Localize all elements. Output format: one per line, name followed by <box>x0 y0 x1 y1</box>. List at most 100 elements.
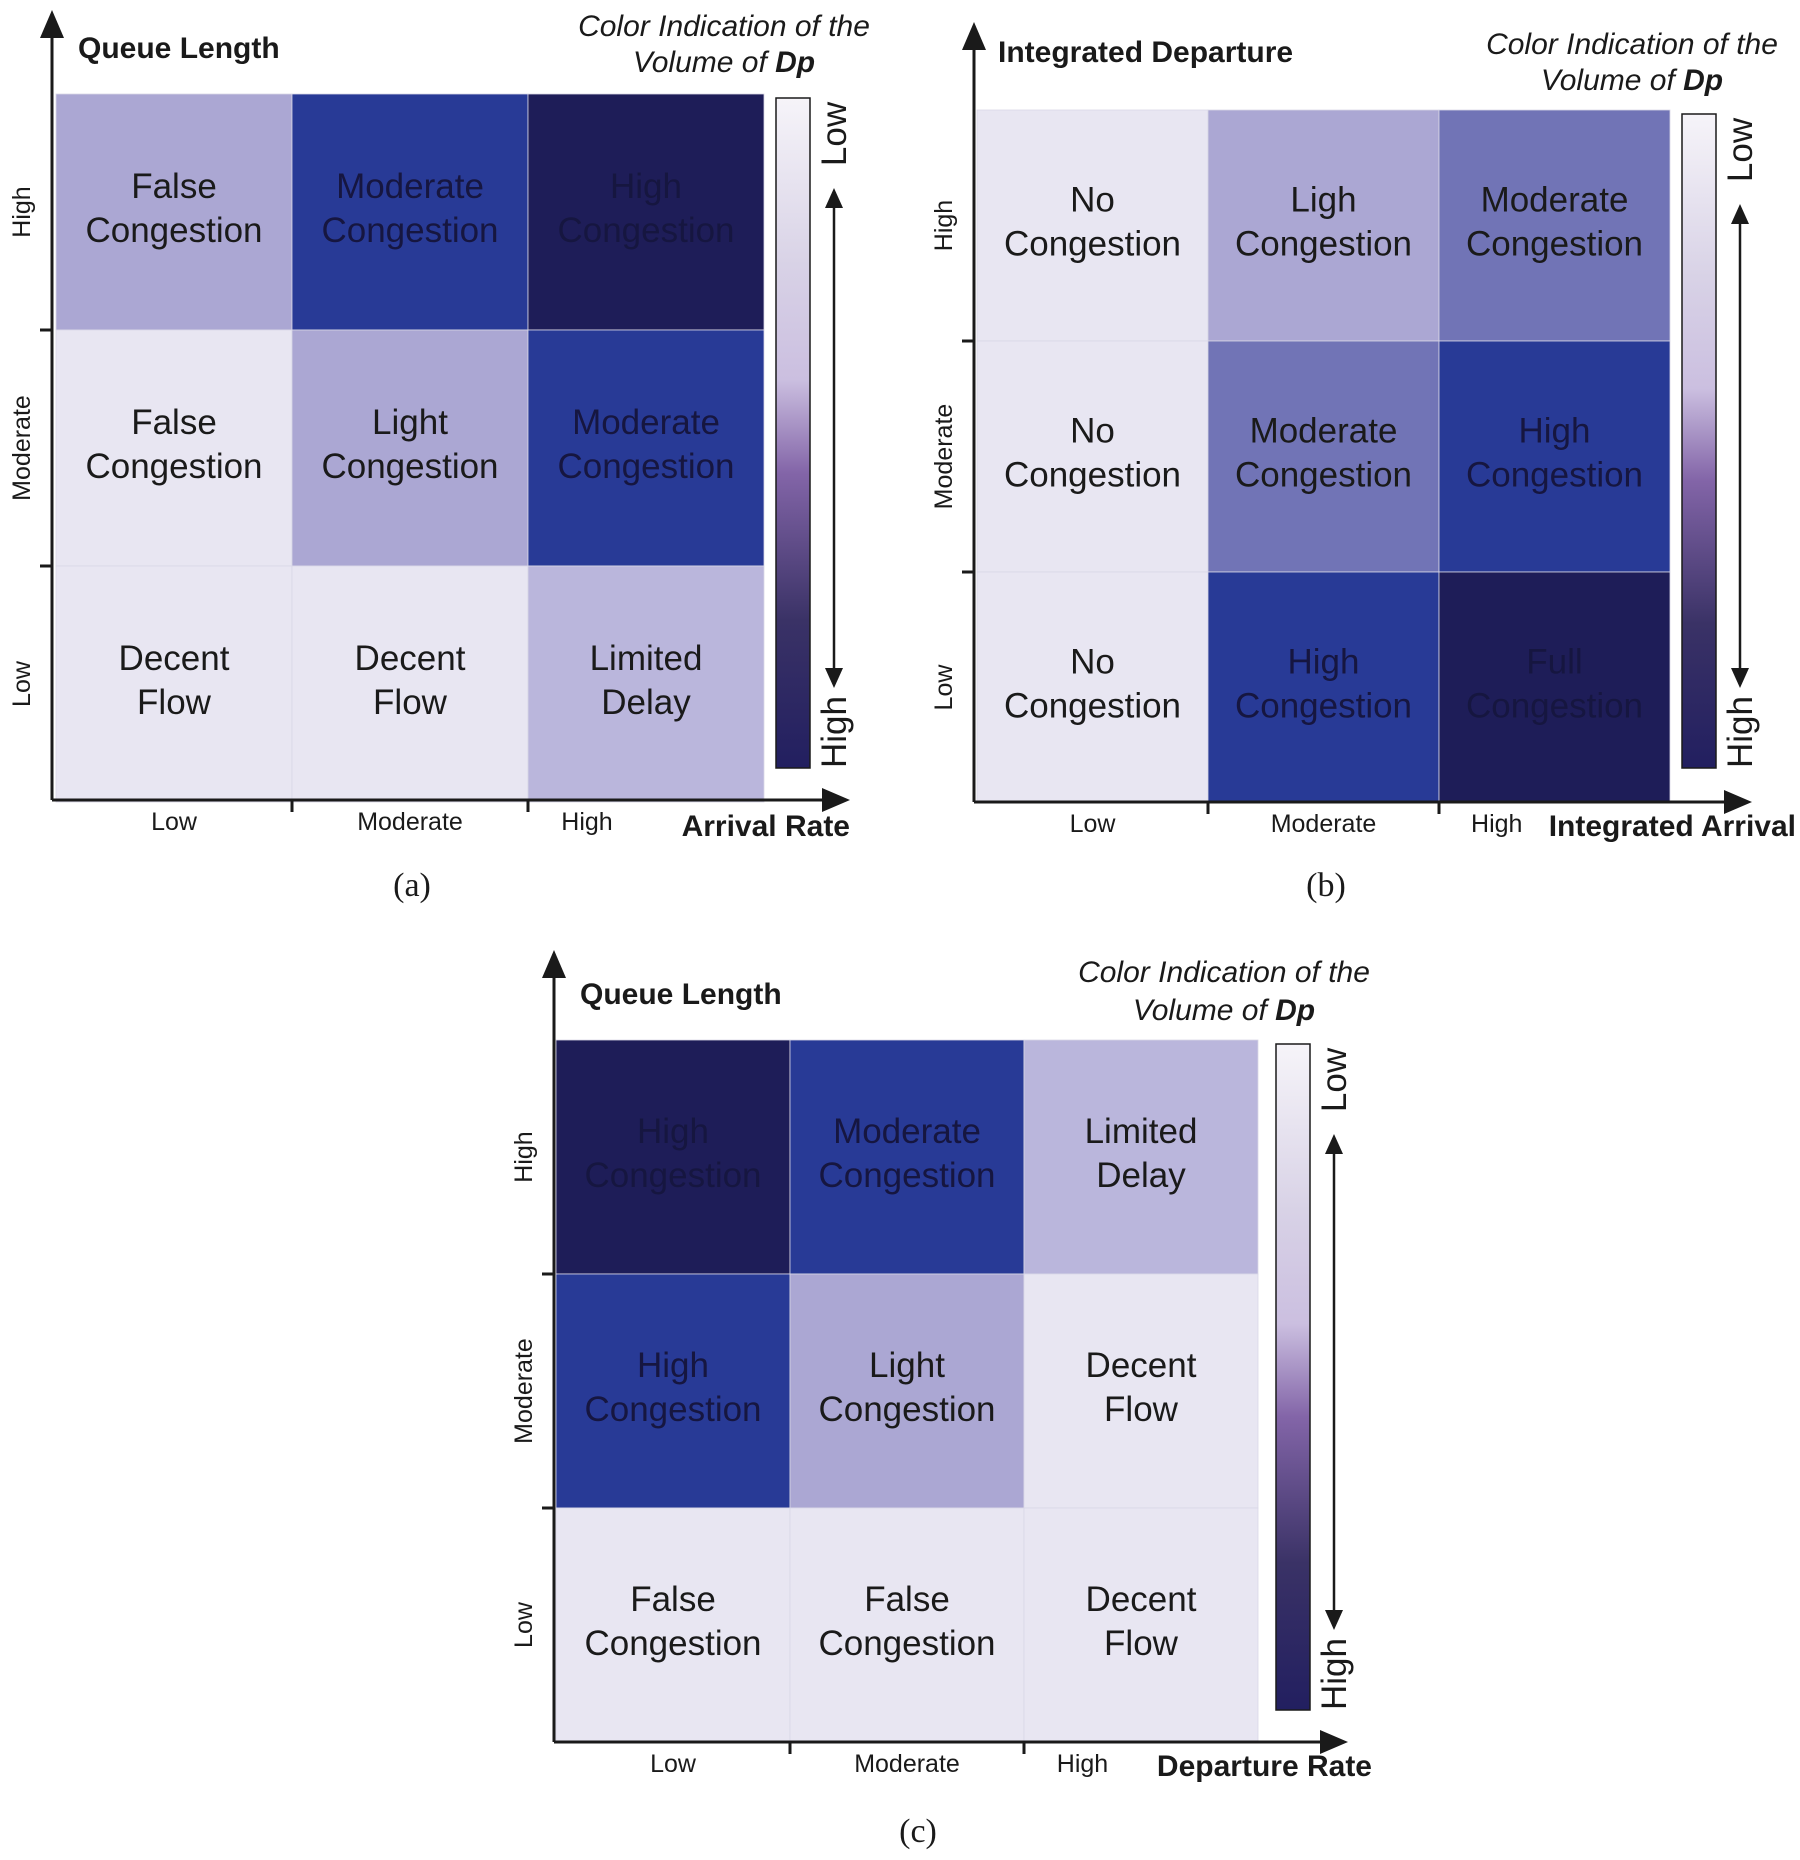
matrix-cell-label: Congestion <box>85 211 262 250</box>
matrix-cell: Moderate Congestion <box>527 329 765 567</box>
y-tick-label: Moderate <box>8 395 36 501</box>
legend-title-prefix: Volume of <box>633 46 775 79</box>
matrix-cell: High Congestion <box>555 1039 791 1275</box>
matrix-cell-label: Congestion <box>818 1624 995 1663</box>
matrix-cell-label: Decent <box>355 639 466 678</box>
legend-title-emph: Dp <box>775 46 815 79</box>
legend-gradient-bar <box>775 97 811 769</box>
matrix-cell-label: False <box>131 403 217 442</box>
matrix-cell-fill <box>1207 340 1440 573</box>
matrix-cell-label: Decent <box>1086 1580 1197 1619</box>
legend-title-line1: Color Indication of the <box>1078 956 1370 989</box>
legend-arrow-down-icon <box>1325 1610 1343 1630</box>
y-tick-label: Low <box>8 660 36 707</box>
matrix-cell-label: Moderate <box>572 403 720 442</box>
matrix-cell-fill <box>976 109 1209 342</box>
y-tick-label: Moderate <box>510 1338 538 1444</box>
matrix-cell-fill <box>555 1273 791 1509</box>
matrix-cell-label: Delay <box>601 683 691 722</box>
x-tick-label: Low <box>650 1750 697 1778</box>
matrix-cell-label: Congestion <box>321 211 498 250</box>
legend-arrow-up-icon <box>1731 204 1749 224</box>
x-tick-label: Moderate <box>357 808 463 836</box>
legend-arrow-down-icon <box>1731 668 1749 688</box>
matrix-cell-label: Moderate <box>1250 412 1398 451</box>
matrix-cell: Limited Delay <box>1023 1039 1259 1275</box>
legend-high-label: High <box>815 696 854 768</box>
y-tick-label: Low <box>930 664 958 711</box>
matrix-cell-fill <box>789 1273 1025 1509</box>
legend-gradient-bar <box>1681 113 1717 769</box>
panel-c: High Congestion Moderate Congestion Limited D… <box>510 950 1372 1850</box>
panel-b: No Congestion Ligh Congestion Moderate Conges… <box>930 22 1796 904</box>
matrix-cell: Moderate Congestion <box>1207 340 1440 573</box>
matrix-cell-fill <box>55 329 293 567</box>
matrix-cell-label: Congestion <box>321 447 498 486</box>
matrix-cell-label: Congestion <box>1466 456 1643 495</box>
matrix-cell-label: False <box>630 1580 716 1619</box>
x-tick-label: High <box>1057 1750 1108 1778</box>
matrix-cell-label: Congestion <box>557 211 734 250</box>
matrix-cell: Moderate Congestion <box>291 93 529 331</box>
legend-arrow-up-icon <box>825 188 843 208</box>
matrix-cell-fill <box>1438 340 1671 573</box>
matrix-cell: Moderate Congestion <box>789 1039 1025 1275</box>
matrix-cell-label: No <box>1070 412 1115 451</box>
matrix-cell: Decent Flow <box>291 565 529 803</box>
y-tick-label: Low <box>510 1601 538 1648</box>
matrix-cell-label: Congestion <box>1466 225 1643 264</box>
matrix-cell-fill <box>1207 571 1440 804</box>
matrix-cell: Limited Delay <box>527 565 765 803</box>
matrix-cell-label: Moderate <box>336 167 484 206</box>
legend-title-prefix: Volume of <box>1133 994 1275 1027</box>
legend-title-emph: Dp <box>1683 64 1723 97</box>
matrix-cell-label: Flow <box>1104 1390 1179 1429</box>
legend-low-label: Low <box>1315 1047 1354 1112</box>
matrix-cell-fill <box>555 1039 791 1275</box>
matrix-cell-label: Limited <box>1085 1112 1198 1151</box>
matrix-cell-label: High <box>1519 412 1591 451</box>
matrix-cell: High Congestion <box>1438 340 1671 573</box>
matrix-cells: High Congestion Moderate Congestion Limited D… <box>555 1039 1259 1743</box>
x-tick-label: Moderate <box>1271 810 1377 838</box>
x-axis-arrowhead <box>1320 1730 1348 1754</box>
legend-title-line2: Volume of Dp <box>1133 994 1315 1027</box>
legend-title-line1: Color Indication of the <box>578 10 870 43</box>
matrix-cell-label: Delay <box>1096 1156 1186 1195</box>
matrix-cell-fill <box>1438 109 1671 342</box>
matrix-cell: Decent Flow <box>1023 1273 1259 1509</box>
matrix-cell: Decent Flow <box>55 565 293 803</box>
x-axis-title: Integrated Arrival <box>1549 810 1796 843</box>
y-tick-label: Moderate <box>930 404 958 510</box>
matrix-cell-label: Congestion <box>584 1390 761 1429</box>
matrix-cell: False Congestion <box>55 93 293 331</box>
matrix-cell-label: High <box>637 1112 709 1151</box>
matrix-cell-fill <box>1438 571 1671 804</box>
x-axis-title: Arrival Rate <box>682 810 850 843</box>
matrix-cell-fill <box>1207 109 1440 342</box>
matrix-cell-label: Decent <box>119 639 230 678</box>
x-tick-label: High <box>561 808 612 836</box>
panel-caption: (a) <box>393 867 431 904</box>
matrix-cell-label: Limited <box>590 639 703 678</box>
matrix-cell-label: Congestion <box>1235 456 1412 495</box>
matrix-cell: Light Congestion <box>789 1273 1025 1509</box>
matrix-cell: Decent Flow <box>1023 1507 1259 1743</box>
x-axis-title: Departure Rate <box>1157 1750 1372 1783</box>
legend-gradient-bar <box>1275 1043 1311 1711</box>
legend-title-line2: Volume of Dp <box>633 46 815 79</box>
matrix-cell: False Congestion <box>55 329 293 567</box>
matrix-cell: False Congestion <box>789 1507 1025 1743</box>
y-axis-title: Integrated Departure <box>998 36 1293 69</box>
matrix-cell: No Congestion <box>976 340 1209 573</box>
matrix-cell: High Congestion <box>555 1273 791 1509</box>
matrix-cell-label: High <box>637 1346 709 1385</box>
matrix-cells: False Congestion Moderate Congestion High Con… <box>55 93 765 803</box>
legend-low-label: Low <box>815 101 854 166</box>
matrix-cell-label: Congestion <box>1466 687 1643 726</box>
matrix-cell: High Congestion <box>527 93 765 331</box>
matrix-cell-label: Congestion <box>584 1156 761 1195</box>
y-tick-label: High <box>510 1131 538 1182</box>
